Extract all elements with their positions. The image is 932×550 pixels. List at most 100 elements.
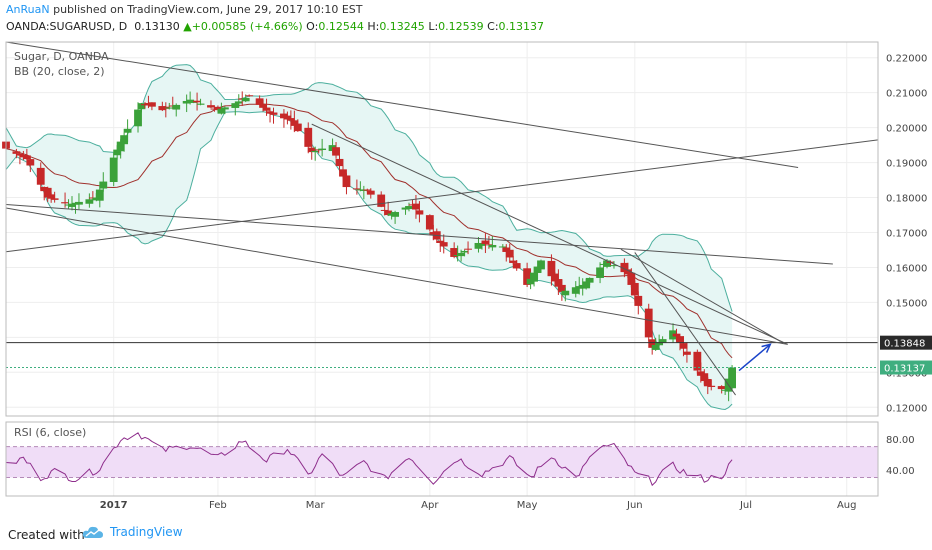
candle-body [676, 336, 684, 343]
candle-body [262, 107, 271, 111]
candle-body [283, 115, 292, 120]
open-value: 0.12544 [318, 20, 364, 33]
x-tick-label: 2017 [100, 500, 128, 511]
created-with-label: Created with [8, 528, 85, 542]
rsi-band-fill [6, 446, 878, 478]
candle-body [439, 242, 448, 247]
candle-body [304, 127, 313, 147]
candle-body [502, 247, 511, 252]
symbol-label: OANDA:SUGARUSD, D [6, 20, 128, 33]
candle-body [391, 212, 400, 217]
candle-body [231, 103, 240, 108]
candle-body [425, 215, 434, 230]
candle-body [512, 263, 521, 269]
candle-body [148, 102, 156, 107]
candle-body [36, 167, 45, 185]
price-label-box [880, 360, 932, 375]
x-tick-label: Feb [209, 500, 227, 511]
candle-body [693, 351, 702, 371]
y-tick-label: 0.19000 [886, 159, 927, 170]
candle-body [620, 262, 629, 273]
candle-body [113, 149, 122, 156]
candle-body [165, 107, 174, 109]
trendline [311, 123, 788, 345]
candle-body [332, 147, 340, 156]
candle-body [207, 105, 215, 108]
publish-line: AnRuaN published on TradingView.com, Jun… [6, 3, 363, 16]
x-tick-label: Aug [837, 500, 857, 511]
high-value: 0.13245 [379, 20, 425, 33]
candle-body [266, 111, 274, 114]
x-tick-label: Jun [626, 500, 643, 511]
close-value: 0.13137 [498, 20, 545, 33]
trendline [620, 248, 781, 342]
y-tick-label: 0.21000 [886, 89, 927, 100]
candle-body [530, 272, 538, 282]
candle-body [571, 287, 580, 294]
candlesticks [2, 91, 736, 402]
quote-line: OANDA:SUGARUSD, D 0.13130 ▲+0.00585 (+4.… [6, 20, 544, 33]
candle-body [634, 295, 643, 306]
candle-body [290, 120, 299, 126]
candle-body [22, 155, 31, 160]
projection-arrow-head [761, 343, 772, 353]
candle-body [68, 203, 76, 207]
candle-body [172, 104, 181, 110]
tradingview-brand-name: TradingView [110, 525, 183, 539]
y-tick-label: 0.15000 [886, 298, 927, 309]
candle-body [116, 141, 125, 152]
tradingview-brand[interactable]: TradingView [82, 525, 183, 539]
candle-body [478, 243, 486, 246]
rsi-tick-label: 40.00 [886, 466, 915, 477]
candle-body [596, 267, 604, 278]
candle-body [85, 199, 94, 204]
candle-body [509, 260, 518, 263]
candle-body [551, 273, 559, 282]
candle-body [123, 128, 132, 133]
y-tick-label: 0.22000 [886, 54, 927, 65]
candle-body [651, 344, 660, 350]
candle-body [109, 157, 118, 182]
candle-body [356, 189, 365, 191]
candle-body [582, 281, 591, 289]
chart-header: AnRuaN published on TradingView.com, Jun… [0, 0, 932, 38]
y-tick-label: 0.20000 [886, 124, 927, 135]
low-value: 0.12539 [438, 20, 484, 33]
candle-body [412, 203, 420, 210]
author-link[interactable]: AnRuaN [6, 3, 50, 16]
candle-body [245, 95, 254, 97]
footer: Created with TradingView [0, 518, 932, 550]
candle-body [311, 150, 320, 153]
candle-body [47, 194, 56, 199]
rsi-tick-label: 80.00 [886, 435, 915, 446]
candle-body [644, 308, 653, 338]
candle-body [61, 202, 69, 204]
candle-body [259, 104, 267, 108]
candle-body [655, 342, 664, 346]
candle-body [380, 209, 389, 211]
rsi-title: RSI (6, close) [14, 426, 86, 439]
candle-body [505, 249, 514, 258]
candle-body [217, 108, 226, 114]
candle-body [557, 284, 566, 292]
candle-body [630, 282, 639, 296]
axis-labels: 0.120000.130000.150000.160000.170000.180… [14, 50, 932, 511]
candle-body [220, 107, 229, 110]
main-pane-title: Sugar, D, OANDA [14, 50, 109, 63]
axes [5, 41, 879, 497]
candle-body [352, 188, 361, 190]
candle-body [717, 386, 726, 390]
price-label: 0.13848 [884, 339, 925, 350]
x-tick-label: May [517, 500, 538, 511]
price-change: +0.00585 (+4.66%) [191, 20, 303, 33]
y-tick-label: 0.16000 [886, 263, 927, 274]
trendline [5, 41, 799, 168]
candle-body [464, 248, 472, 250]
candle-body [75, 201, 83, 205]
bb-indicator-title: BB (20, close, 2) [14, 65, 105, 78]
candle-body [241, 97, 250, 102]
price-label-box [880, 335, 932, 350]
x-tick-label: Jul [739, 500, 752, 511]
candle-body [460, 250, 469, 253]
